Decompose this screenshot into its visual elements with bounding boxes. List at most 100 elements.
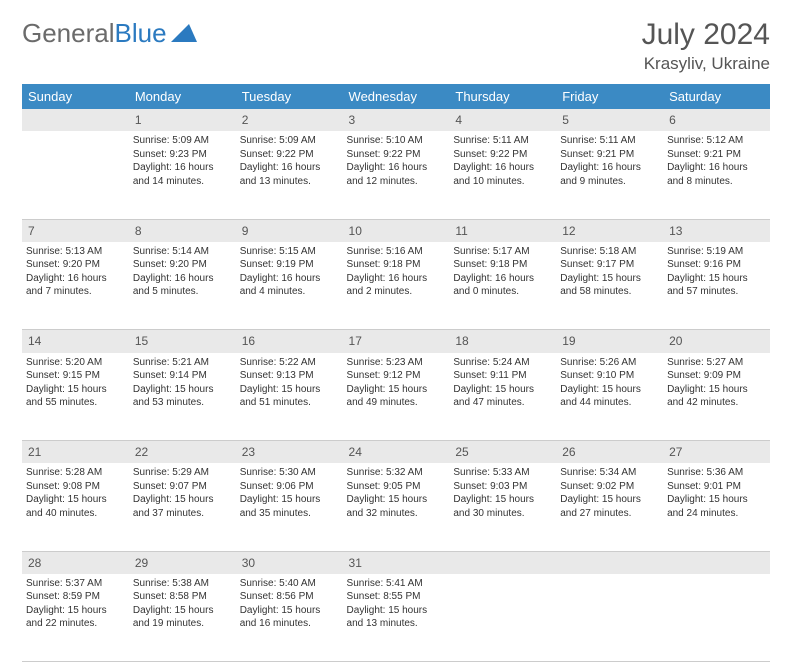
daylight-line: Daylight: 16 hours and 2 minutes. [347,272,446,299]
title-block: July 2024 Krasyliv, Ukraine [642,18,770,74]
sunrise-line: Sunrise: 5:27 AM [667,356,766,370]
day-info-cell: Sunrise: 5:19 AMSunset: 9:16 PMDaylight:… [663,242,770,330]
sunset-line: Sunset: 9:02 PM [560,480,659,494]
day-number-cell: 16 [236,330,343,353]
day-number-cell: 20 [663,330,770,353]
daylight-line: Daylight: 15 hours and 35 minutes. [240,493,339,520]
day-info-cell: Sunrise: 5:33 AMSunset: 9:03 PMDaylight:… [449,463,556,551]
sunset-line: Sunset: 9:05 PM [347,480,446,494]
sunrise-line: Sunrise: 5:21 AM [133,356,232,370]
day-number-cell [449,551,556,574]
daylight-line: Daylight: 15 hours and 30 minutes. [453,493,552,520]
sunrise-line: Sunrise: 5:12 AM [667,134,766,148]
day-number-cell: 17 [343,330,450,353]
daylight-line: Daylight: 16 hours and 13 minutes. [240,161,339,188]
sunrise-line: Sunrise: 5:16 AM [347,245,446,259]
day-info-cell: Sunrise: 5:21 AMSunset: 9:14 PMDaylight:… [129,353,236,441]
day-info-row: Sunrise: 5:28 AMSunset: 9:08 PMDaylight:… [22,463,770,551]
day-number-cell: 30 [236,551,343,574]
day-number-cell: 26 [556,441,663,464]
day-number-cell: 5 [556,109,663,131]
day-number-cell: 14 [22,330,129,353]
weekday-header: Sunday [22,84,129,109]
day-number-row: 78910111213 [22,219,770,242]
sunset-line: Sunset: 9:10 PM [560,369,659,383]
day-number-cell: 6 [663,109,770,131]
sunrise-line: Sunrise: 5:37 AM [26,577,125,591]
sunrise-line: Sunrise: 5:29 AM [133,466,232,480]
sunrise-line: Sunrise: 5:11 AM [560,134,659,148]
day-number-row: 21222324252627 [22,441,770,464]
logo-icon [171,18,197,49]
sunset-line: Sunset: 9:21 PM [560,148,659,162]
daylight-line: Daylight: 16 hours and 14 minutes. [133,161,232,188]
day-info-cell: Sunrise: 5:11 AMSunset: 9:21 PMDaylight:… [556,131,663,219]
day-number-row: 14151617181920 [22,330,770,353]
sunrise-line: Sunrise: 5:38 AM [133,577,232,591]
daylight-line: Daylight: 16 hours and 5 minutes. [133,272,232,299]
sunset-line: Sunset: 9:20 PM [133,258,232,272]
day-number-cell: 9 [236,219,343,242]
day-number-cell: 12 [556,219,663,242]
sunset-line: Sunset: 9:12 PM [347,369,446,383]
day-number-cell: 22 [129,441,236,464]
day-info-cell: Sunrise: 5:24 AMSunset: 9:11 PMDaylight:… [449,353,556,441]
daylight-line: Daylight: 15 hours and 58 minutes. [560,272,659,299]
sunset-line: Sunset: 9:11 PM [453,369,552,383]
day-number-cell: 18 [449,330,556,353]
day-info-cell: Sunrise: 5:36 AMSunset: 9:01 PMDaylight:… [663,463,770,551]
day-info-cell: Sunrise: 5:40 AMSunset: 8:56 PMDaylight:… [236,574,343,662]
sunset-line: Sunset: 9:21 PM [667,148,766,162]
sunset-line: Sunset: 9:15 PM [26,369,125,383]
day-number-cell [22,109,129,131]
calendar-table: SundayMondayTuesdayWednesdayThursdayFrid… [22,84,770,662]
day-number-cell: 13 [663,219,770,242]
sunrise-line: Sunrise: 5:33 AM [453,466,552,480]
sunset-line: Sunset: 9:22 PM [240,148,339,162]
sunset-line: Sunset: 9:09 PM [667,369,766,383]
day-info-row: Sunrise: 5:20 AMSunset: 9:15 PMDaylight:… [22,353,770,441]
sunset-line: Sunset: 9:01 PM [667,480,766,494]
weekday-header: Wednesday [343,84,450,109]
daylight-line: Daylight: 15 hours and 24 minutes. [667,493,766,520]
sunrise-line: Sunrise: 5:09 AM [240,134,339,148]
sunset-line: Sunset: 8:56 PM [240,590,339,604]
daylight-line: Daylight: 15 hours and 53 minutes. [133,383,232,410]
sunset-line: Sunset: 9:06 PM [240,480,339,494]
day-number-row: 28293031 [22,551,770,574]
day-info-cell: Sunrise: 5:22 AMSunset: 9:13 PMDaylight:… [236,353,343,441]
sunset-line: Sunset: 9:20 PM [26,258,125,272]
day-info-cell: Sunrise: 5:11 AMSunset: 9:22 PMDaylight:… [449,131,556,219]
sunrise-line: Sunrise: 5:09 AM [133,134,232,148]
day-info-cell: Sunrise: 5:18 AMSunset: 9:17 PMDaylight:… [556,242,663,330]
daylight-line: Daylight: 15 hours and 47 minutes. [453,383,552,410]
daylight-line: Daylight: 15 hours and 55 minutes. [26,383,125,410]
daylight-line: Daylight: 15 hours and 51 minutes. [240,383,339,410]
day-info-cell: Sunrise: 5:30 AMSunset: 9:06 PMDaylight:… [236,463,343,551]
sunset-line: Sunset: 9:22 PM [347,148,446,162]
day-info-cell: Sunrise: 5:41 AMSunset: 8:55 PMDaylight:… [343,574,450,662]
day-info-cell [22,131,129,219]
weekday-header: Tuesday [236,84,343,109]
sunrise-line: Sunrise: 5:34 AM [560,466,659,480]
sunset-line: Sunset: 9:19 PM [240,258,339,272]
sunrise-line: Sunrise: 5:11 AM [453,134,552,148]
sunrise-line: Sunrise: 5:15 AM [240,245,339,259]
day-info-cell: Sunrise: 5:23 AMSunset: 9:12 PMDaylight:… [343,353,450,441]
day-info-cell: Sunrise: 5:16 AMSunset: 9:18 PMDaylight:… [343,242,450,330]
weekday-header: Thursday [449,84,556,109]
day-info-cell [556,574,663,662]
sunrise-line: Sunrise: 5:36 AM [667,466,766,480]
sunrise-line: Sunrise: 5:13 AM [26,245,125,259]
sunrise-line: Sunrise: 5:24 AM [453,356,552,370]
daylight-line: Daylight: 15 hours and 32 minutes. [347,493,446,520]
sunset-line: Sunset: 8:55 PM [347,590,446,604]
daylight-line: Daylight: 16 hours and 7 minutes. [26,272,125,299]
daylight-line: Daylight: 15 hours and 40 minutes. [26,493,125,520]
sunset-line: Sunset: 9:22 PM [453,148,552,162]
day-info-row: Sunrise: 5:37 AMSunset: 8:59 PMDaylight:… [22,574,770,662]
daylight-line: Daylight: 15 hours and 22 minutes. [26,604,125,631]
day-number-cell: 15 [129,330,236,353]
sunset-line: Sunset: 9:08 PM [26,480,125,494]
day-number-cell: 1 [129,109,236,131]
